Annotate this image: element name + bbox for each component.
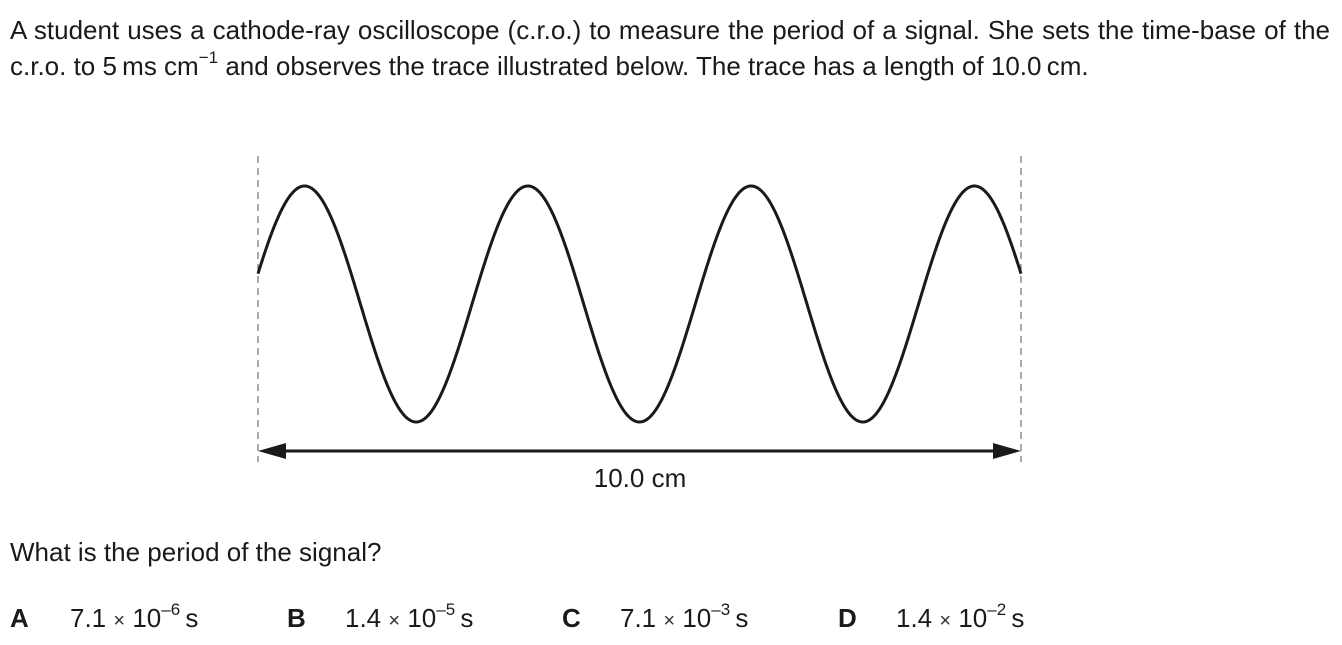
option-unit: s	[1011, 603, 1025, 633]
times-sign: ×	[663, 610, 676, 632]
stem-text-2: and observes the trace illustrated below…	[218, 51, 1042, 81]
option-value: 1.4 × 10–2 s	[896, 600, 1024, 639]
stem-unit-exponent: −1	[198, 48, 219, 68]
option-value: 7.1 × 10–6 s	[70, 600, 198, 639]
stem-unit: ms cm	[122, 51, 199, 81]
sine-wave-trace	[256, 184, 1023, 424]
option-base: 10	[682, 603, 712, 633]
option-base: 10	[958, 603, 988, 633]
option-d[interactable]: D 1.4 × 10–2 s	[838, 600, 1024, 636]
option-unit: s	[460, 603, 474, 633]
option-letter: D	[838, 603, 857, 633]
option-b[interactable]: B 1.4 × 10–5 s	[287, 600, 473, 636]
stem-text-3: cm.	[1046, 51, 1089, 81]
times-sign: ×	[113, 610, 126, 632]
option-mantissa: 1.4	[896, 603, 933, 633]
option-exponent: –2	[987, 600, 1007, 620]
option-unit: s	[185, 603, 199, 633]
option-letter: A	[10, 603, 29, 633]
option-mantissa: 7.1	[70, 603, 107, 633]
option-base: 10	[132, 603, 162, 633]
option-base: 10	[407, 603, 437, 633]
question-stem: A student uses a cathode-ray oscilloscop…	[10, 12, 1330, 84]
option-mantissa: 7.1	[620, 603, 657, 633]
option-unit: s	[735, 603, 749, 633]
stem-text-1: A student uses a cathode-ray oscilloscop…	[10, 15, 1330, 81]
option-value: 1.4 × 10–5 s	[345, 600, 473, 639]
times-sign: ×	[939, 610, 952, 632]
trace-length-label: 10.0 cm	[594, 463, 687, 493]
option-exponent: –5	[436, 600, 456, 620]
option-letter: C	[562, 603, 581, 633]
question-text: What is the period of the signal?	[10, 537, 382, 567]
option-a[interactable]: A 7.1 × 10–6 s	[10, 600, 198, 636]
option-c[interactable]: C 7.1 × 10–3 s	[562, 600, 748, 636]
option-exponent: –3	[711, 600, 731, 620]
option-exponent: –6	[161, 600, 181, 620]
option-mantissa: 1.4	[345, 603, 382, 633]
option-value: 7.1 × 10–3 s	[620, 600, 748, 639]
left-arrowhead	[258, 443, 286, 459]
times-sign: ×	[388, 610, 401, 632]
option-letter: B	[287, 603, 306, 633]
right-arrowhead	[993, 443, 1021, 459]
